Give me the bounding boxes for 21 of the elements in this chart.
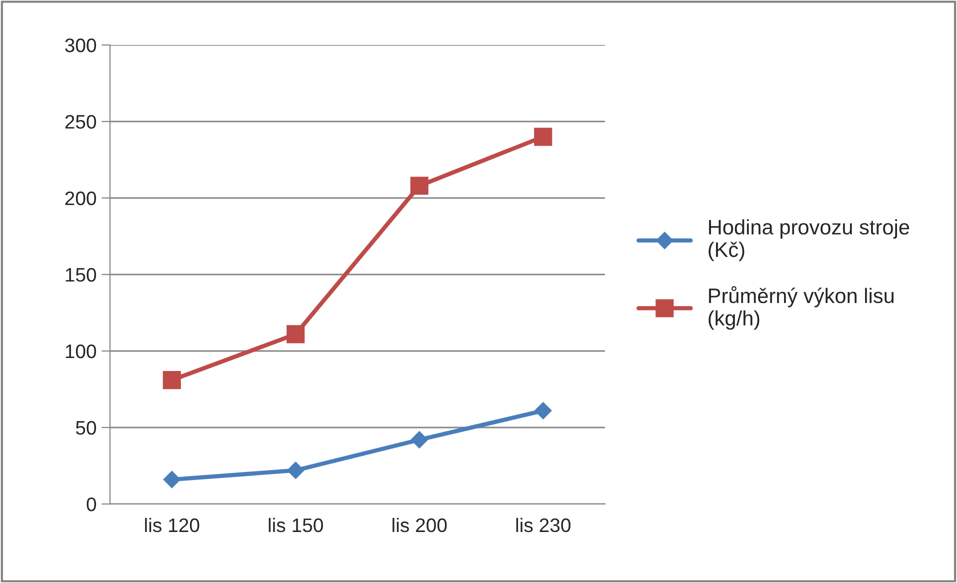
y-tick-label: 300 xyxy=(65,38,96,52)
point xyxy=(410,176,428,195)
x-tick-label: lis 150 xyxy=(268,518,323,532)
x-tick-label: lis 230 xyxy=(516,518,570,532)
y-tick-label: 50 xyxy=(76,420,96,435)
point xyxy=(286,325,305,344)
point xyxy=(163,470,180,488)
point xyxy=(534,402,552,420)
legend-label: Průměrný výkon lisu (kg/h) xyxy=(708,286,894,330)
x-tick-label: lis 200 xyxy=(392,518,447,532)
point xyxy=(410,431,428,448)
point xyxy=(162,371,181,390)
point xyxy=(534,128,552,146)
y-tick-label: 100 xyxy=(66,344,96,358)
y-tick-label: 200 xyxy=(65,191,96,206)
x-tick-label: lis 120 xyxy=(145,518,200,532)
y-tick-label: 0 xyxy=(86,497,96,512)
y-tick-label: 250 xyxy=(65,114,96,129)
y-tick-label: 150 xyxy=(66,268,96,282)
legend-label: Hodina provozu stroje (Kč) xyxy=(708,219,910,262)
point xyxy=(287,462,304,479)
